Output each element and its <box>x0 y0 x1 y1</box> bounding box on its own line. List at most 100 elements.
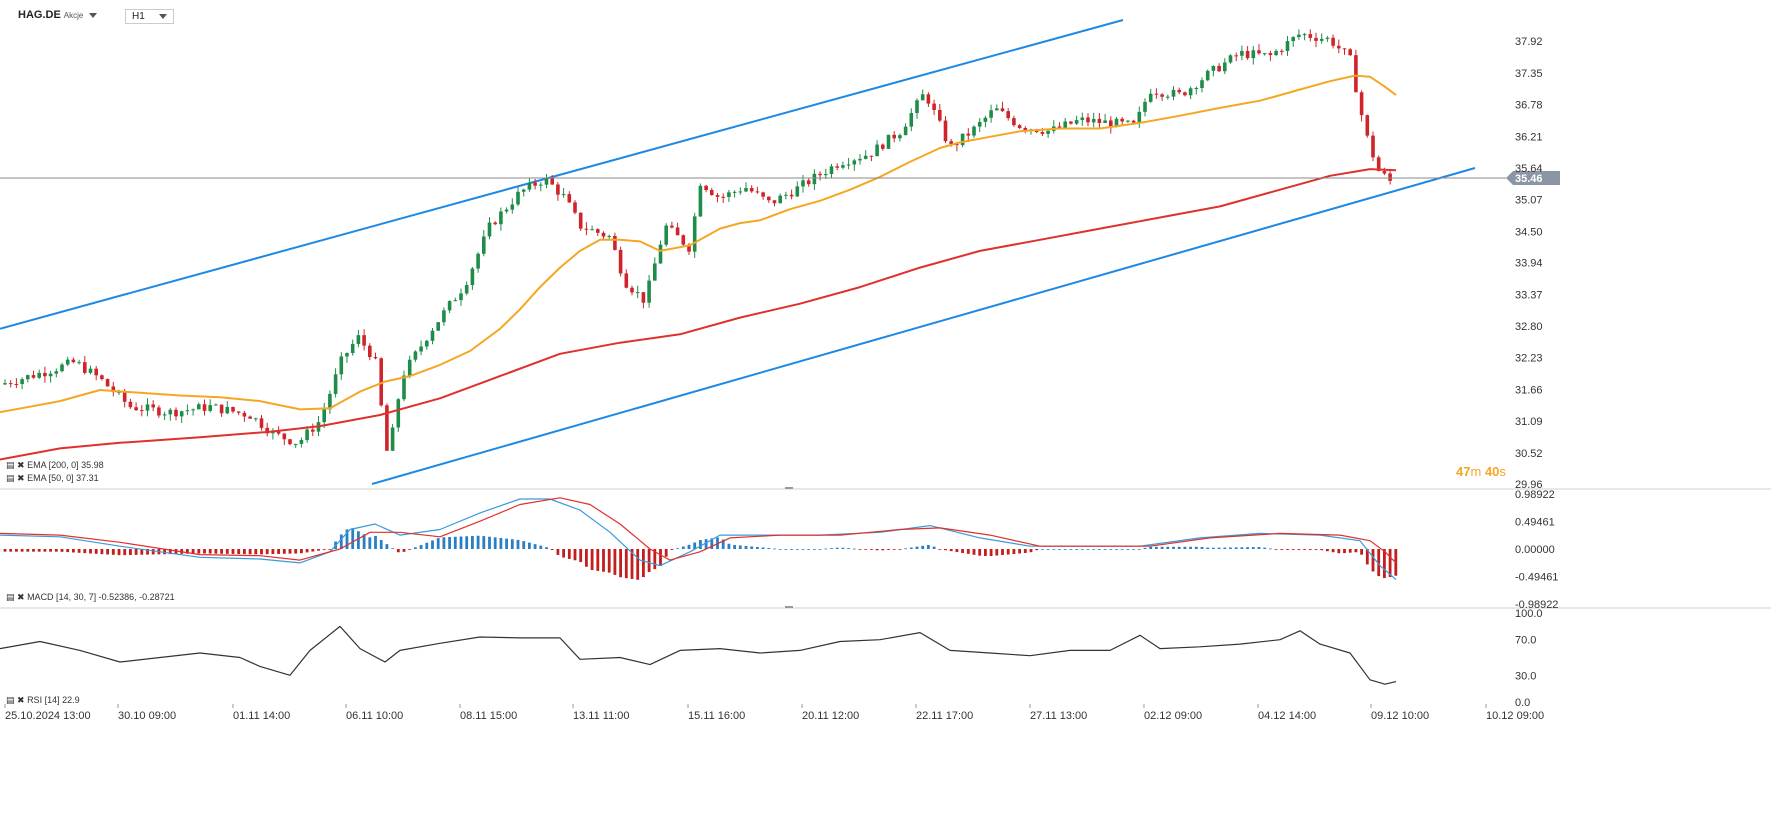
macd-histogram-bar <box>750 546 754 549</box>
legend-macd[interactable]: ▤ ✖ MACD [14, 30, 7] -0.52386, -0.28721 <box>6 592 175 603</box>
candle-body <box>219 404 224 414</box>
candle-body <box>1046 130 1050 134</box>
macd-histogram-bar <box>237 549 241 555</box>
candle-body <box>1126 120 1130 122</box>
macd-histogram-bar <box>1149 546 1153 549</box>
macd-histogram-bar <box>351 528 355 549</box>
candle-body <box>179 411 184 417</box>
candle-body <box>168 409 173 415</box>
macd-histogram-bar <box>556 549 560 555</box>
symbol-selector[interactable]: HAG.DE Akcje <box>18 9 98 21</box>
countdown-sec-unit: s <box>1499 464 1506 479</box>
rsi-tick-label: 70.0 <box>1515 635 1536 647</box>
x-tick-label: 15.11 16:00 <box>688 710 745 722</box>
candle-body <box>1188 88 1193 96</box>
macd-histogram-bar <box>607 549 611 573</box>
macd-histogram-bar <box>214 549 218 554</box>
macd-histogram-bar <box>647 549 651 573</box>
macd-histogram-bar <box>294 549 298 554</box>
macd-tick-label: 0.49461 <box>1515 517 1555 529</box>
candle-body <box>1137 111 1142 123</box>
macd-histogram-bar <box>1326 549 1329 552</box>
macd-histogram-bar <box>248 549 252 555</box>
macd-histogram-bar <box>448 537 451 549</box>
ema200-value: 35.98 <box>81 460 104 470</box>
candle-body <box>140 410 144 412</box>
candle-body <box>567 194 572 203</box>
candle-body <box>869 155 874 157</box>
candle-body <box>413 351 418 360</box>
candle-body <box>3 383 7 385</box>
macd-histogram-bar <box>265 549 269 555</box>
chevron-down-icon[interactable] <box>158 13 167 19</box>
x-tick-label: 25.10.2024 13:00 <box>5 710 91 722</box>
price-tick-label: 29.96 <box>1515 479 1543 491</box>
candle-body <box>1262 53 1267 55</box>
candle-body <box>305 429 309 440</box>
candle-body <box>1325 37 1330 39</box>
candle-body <box>892 134 896 139</box>
macd-histogram-bar <box>944 549 947 551</box>
candle-body <box>1371 135 1375 158</box>
macd-histogram-bar <box>795 549 799 550</box>
candle-body <box>618 249 623 274</box>
candle-body <box>259 418 264 428</box>
macd-histogram-bar <box>9 549 13 552</box>
macd-histogram-bar <box>1035 549 1039 551</box>
candle-body <box>54 371 59 374</box>
macd-histogram-bar <box>1365 549 1369 565</box>
timeframe-select[interactable]: H1 <box>125 9 174 24</box>
macd-histogram-bar <box>3 549 7 552</box>
x-tick-label: 02.12 09:00 <box>1144 710 1202 722</box>
candle-body <box>1268 53 1273 56</box>
macd-histogram-bar <box>761 547 765 549</box>
rsi-panel <box>0 625 1397 685</box>
panel-resize-handle <box>785 606 793 608</box>
legend-rsi[interactable]: ▤ ✖ RSI [14] 22.9 <box>6 695 80 706</box>
candle-body <box>556 184 560 195</box>
macd-histogram-bar <box>528 542 531 549</box>
macd-histogram-bar <box>533 544 537 549</box>
candle-body <box>208 405 212 411</box>
macd-histogram-bar <box>89 549 92 554</box>
macd-histogram-bar <box>419 545 423 549</box>
candle-body <box>100 375 104 380</box>
macd-histogram-bar <box>1348 549 1352 553</box>
x-tick-label: 08.11 15:00 <box>460 710 517 722</box>
candle-body <box>1223 62 1227 72</box>
candle-body <box>157 407 161 416</box>
candle-body <box>328 393 332 410</box>
legend-ema50[interactable]: ▤ ✖ EMA [50, 0] 37.31 <box>6 473 99 484</box>
macd-histogram-bar <box>1023 549 1027 553</box>
macd-histogram-bar <box>1297 549 1301 550</box>
candle-body <box>1314 37 1318 41</box>
macd-histogram-bar <box>339 534 343 549</box>
candle-body <box>407 359 412 376</box>
macd-histogram-bar <box>818 548 822 550</box>
candle-body <box>658 244 663 264</box>
trend-channel[interactable] <box>0 19 1476 485</box>
macd-histogram-bar <box>938 549 942 550</box>
macd-histogram-bar <box>756 546 759 549</box>
price-tick-label: 31.66 <box>1515 384 1543 396</box>
candle-body <box>476 253 480 269</box>
macd-histogram-bar <box>225 549 229 554</box>
candle-body <box>1240 50 1244 56</box>
macd-histogram-bar <box>1383 549 1386 579</box>
candle-body <box>373 357 378 359</box>
legend-ema200[interactable]: ▤ ✖ EMA [200, 0] 35.98 <box>6 460 104 471</box>
candle-body <box>664 225 668 245</box>
candle-body <box>1234 55 1238 57</box>
candle-body <box>350 343 355 354</box>
candle-body <box>1319 38 1324 41</box>
candle-body <box>886 134 891 149</box>
candle-body <box>248 416 252 419</box>
candle-body <box>60 364 64 372</box>
macd-histogram-bar <box>1223 547 1227 549</box>
macd-histogram-bar <box>1046 549 1050 550</box>
chevron-down-icon[interactable] <box>89 12 98 18</box>
candle-body <box>77 362 81 364</box>
macd-histogram-bar <box>402 549 406 552</box>
macd-histogram-bar <box>277 549 280 554</box>
